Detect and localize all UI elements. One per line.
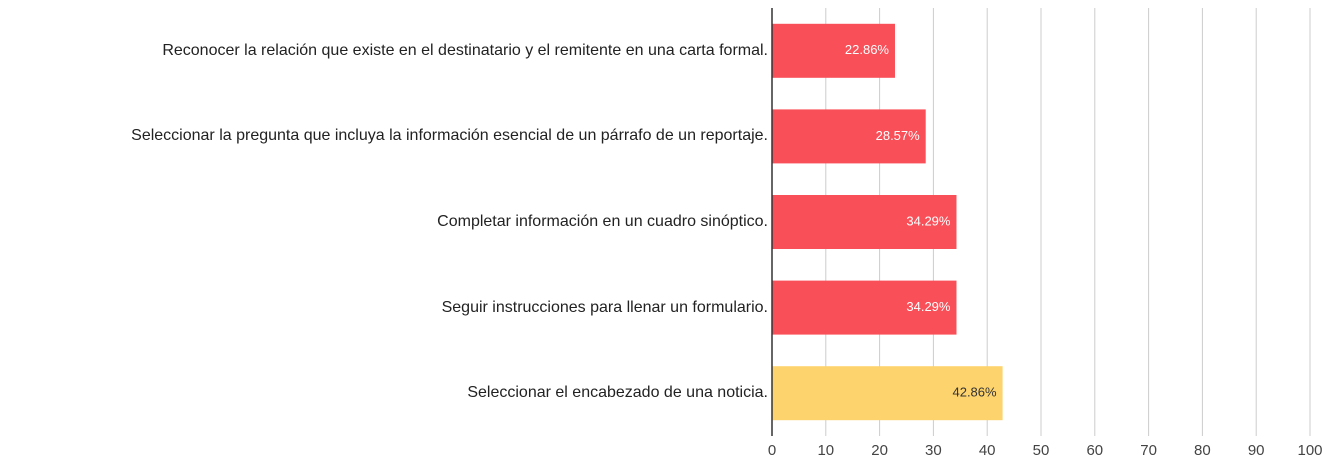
data-label: 42.86% bbox=[952, 385, 997, 400]
y-tick-label: Seguir instrucciones para llenar un form… bbox=[441, 298, 768, 316]
x-tick-label: 20 bbox=[871, 442, 888, 459]
bar bbox=[772, 280, 957, 335]
bar bbox=[772, 366, 1003, 421]
x-tick-label: 30 bbox=[925, 442, 942, 459]
x-tick-label: 50 bbox=[1033, 442, 1050, 459]
bar bbox=[772, 195, 957, 249]
y-tick-label: Reconocer la relación que existe en el d… bbox=[162, 41, 768, 59]
x-tick-label: 100 bbox=[1297, 442, 1322, 459]
data-label: 22.86% bbox=[845, 42, 890, 57]
y-tick-label: Seleccionar el encabezado de una noticia… bbox=[467, 384, 768, 402]
x-tick-label: 60 bbox=[1086, 442, 1103, 459]
data-label: 34.29% bbox=[906, 299, 951, 314]
x-tick-label: 80 bbox=[1194, 442, 1211, 459]
bar bbox=[772, 109, 926, 164]
x-tick-label: 40 bbox=[979, 442, 996, 459]
data-label: 28.57% bbox=[876, 128, 921, 143]
x-tick-label: 10 bbox=[817, 442, 834, 459]
y-tick-label: Completar información en un cuadro sinóp… bbox=[437, 213, 768, 230]
bar bbox=[772, 23, 895, 78]
x-tick-label: 0 bbox=[768, 442, 776, 459]
y-tick-label: Seleccionar la pregunta que incluya la i… bbox=[131, 127, 768, 145]
data-label: 34.29% bbox=[906, 213, 951, 228]
x-tick-label: 90 bbox=[1248, 442, 1265, 459]
x-tick-label: 70 bbox=[1140, 442, 1157, 459]
